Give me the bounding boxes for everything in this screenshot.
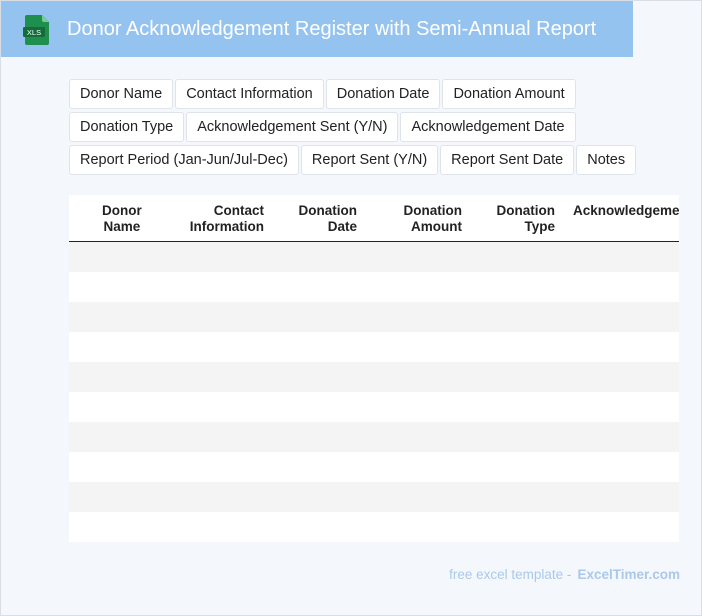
- column-header-donation-type: Donation Type: [496, 203, 556, 234]
- table-header: Donor Name Contact Information Donation Dat…: [69, 195, 679, 242]
- field-chip-acknowledgement-date: Acknowledgement Date: [400, 112, 576, 142]
- column-header-donation-date: Donation Date: [298, 203, 358, 234]
- xls-icon-label: XLS: [27, 28, 41, 37]
- field-chip-donation-amount: Donation Amount: [442, 79, 576, 109]
- table-row: [69, 512, 679, 542]
- footer-brand-link[interactable]: ExcelTimer.com: [577, 567, 680, 582]
- field-chip-contact-information: Contact Information: [175, 79, 324, 109]
- table-row: [69, 452, 679, 482]
- field-chip-donor-name: Donor Name: [69, 79, 174, 109]
- column-header-acknowledgement: Acknowledgement: [573, 203, 679, 218]
- title-banner: XLS Donor Acknowledgement Register with …: [1, 1, 633, 57]
- footer-credit: free excel template - ExcelTimer.com: [449, 567, 680, 582]
- table-row: [69, 482, 679, 512]
- field-chip-donation-date: Donation Date: [325, 79, 441, 109]
- register-table: Donor Name Contact Information Donation Dat…: [69, 195, 679, 542]
- footer-text: free excel template -: [449, 567, 572, 582]
- field-chip-report-sent: Report Sent (Y/N): [300, 145, 439, 175]
- table-row: [69, 242, 679, 272]
- xls-file-icon: XLS: [23, 15, 49, 45]
- field-chip-report-period: Report Period (Jan-Jun/Jul-Dec): [69, 145, 299, 175]
- column-header-contact-information: Contact Information: [189, 203, 264, 234]
- table-row: [69, 302, 679, 332]
- table-row: [69, 392, 679, 422]
- table-body: [69, 242, 679, 542]
- field-chip-acknowledgement-sent: Acknowledgement Sent (Y/N): [186, 112, 399, 142]
- field-chip-report-sent-date: Report Sent Date: [440, 145, 575, 175]
- field-chip-notes: Notes: [576, 145, 637, 175]
- table-row: [69, 332, 679, 362]
- field-chip-donation-type: Donation Type: [69, 112, 185, 142]
- table-row: [69, 422, 679, 452]
- page-title: Donor Acknowledgement Register with Semi…: [67, 18, 597, 40]
- field-list: Donor Name Contact Information Donation …: [69, 79, 659, 175]
- table-row: [69, 272, 679, 302]
- column-header-donor-name: Donor Name: [102, 203, 142, 234]
- column-header-donation-amount: Donation Amount: [403, 203, 463, 234]
- table-row: [69, 362, 679, 392]
